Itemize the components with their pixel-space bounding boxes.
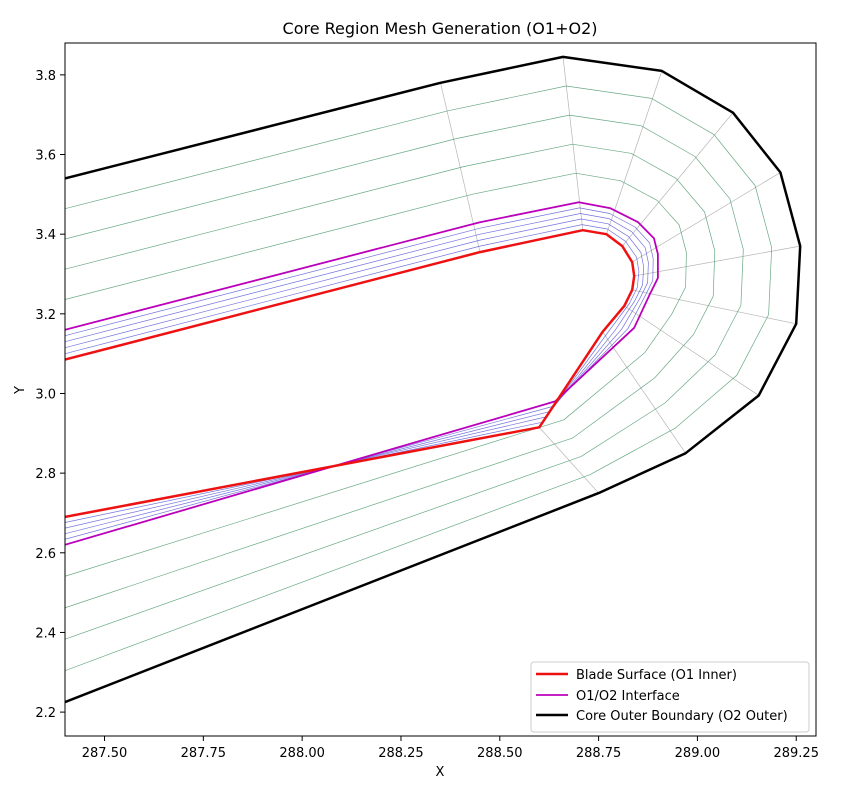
mesh-radial-line — [606, 70, 663, 235]
series-blade-surface — [65, 228, 636, 519]
plot-area — [64, 42, 817, 737]
mesh-radial-line — [632, 289, 797, 325]
x-tick-label: 288.25 — [378, 746, 424, 761]
mesh-radial-line — [634, 245, 801, 277]
y-tick-label: 2.2 — [35, 706, 56, 721]
mesh-o2-layer — [65, 143, 716, 609]
legend-frame — [530, 661, 810, 733]
legend-label-blade-surface: Blade Surface (O1 Inner) — [576, 668, 737, 683]
x-tick-label: 289.25 — [773, 746, 819, 761]
legend: Blade Surface (O1 Inner) O1/O2 Interface… — [530, 661, 810, 733]
x-tick-label: 288.50 — [477, 746, 523, 761]
mesh-radial-line — [539, 427, 599, 494]
x-tick-label: 288.75 — [576, 746, 622, 761]
y-tick-label: 3.2 — [35, 308, 56, 323]
x-tick-label: 288.00 — [279, 746, 325, 761]
series-outer-boundary — [65, 55, 802, 704]
legend-label-outer-boundary: Core Outer Boundary (O2 Outer) — [576, 709, 788, 724]
mesh-o2-layer — [65, 85, 773, 672]
axes-frame — [64, 42, 817, 737]
y-tick-label: 2.6 — [35, 547, 56, 562]
mesh-o1-layer — [65, 224, 640, 523]
y-axis-label: Y — [13, 386, 28, 395]
x-tick-label: 287.50 — [82, 746, 128, 761]
mesh-o1-layer — [65, 207, 654, 540]
plot-content — [65, 55, 802, 704]
chart-title: Core Region Mesh Generation (O1+O2) — [283, 19, 598, 38]
x-axis-ticks: 287.50 287.75 288.00 288.25 288.50 288.75 289.… — [82, 736, 819, 761]
mesh-radial-line — [602, 331, 686, 454]
y-tick-label: 3.4 — [35, 228, 56, 243]
y-tick-label: 3.6 — [35, 149, 56, 164]
y-axis-ticks: 2.2 2.4 2.6 2.8 3.0 3.2 3.4 3.6 3.8 — [35, 69, 65, 721]
mesh-radial-line — [622, 112, 734, 247]
x-axis-label: X — [436, 765, 445, 780]
y-tick-label: 2.8 — [35, 467, 56, 482]
y-tick-label: 3.0 — [35, 387, 56, 402]
x-tick-label: 287.75 — [181, 746, 227, 761]
mesh-radial-line — [624, 305, 759, 396]
mesh-o1-layer — [65, 213, 649, 535]
x-tick-label: 289.00 — [675, 746, 721, 761]
mesh-o2-layer — [65, 172, 687, 577]
y-tick-label: 3.8 — [35, 69, 56, 84]
mesh-o2-layer — [65, 114, 744, 640]
mesh-radial-line — [632, 172, 781, 263]
y-tick-label: 2.4 — [35, 626, 56, 641]
mesh-o1-layer — [65, 218, 645, 529]
series-interface — [65, 201, 659, 546]
legend-label-interface: O1/O2 Interface — [576, 689, 680, 704]
